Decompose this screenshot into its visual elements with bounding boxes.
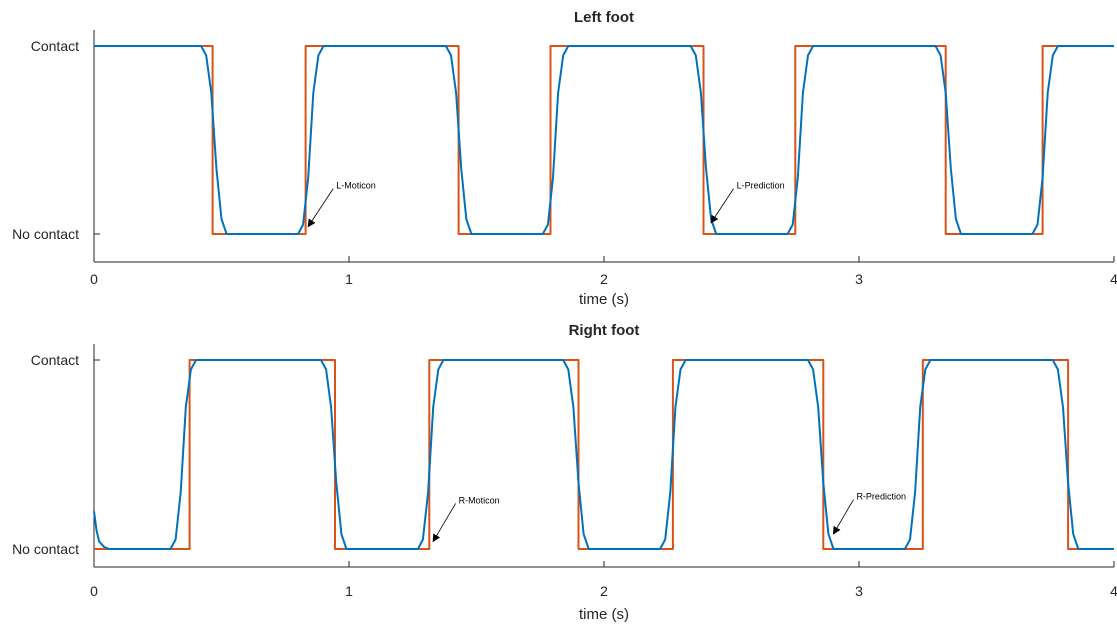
x-tick-label: 1 [345,271,353,287]
x-tick-label: 2 [600,271,608,287]
y-tick-label: No contact [12,541,79,557]
annotation-arrow [710,188,734,224]
chart-title: Right foot [569,322,640,339]
y-tick-label: Contact [31,352,79,368]
x-tick-label: 2 [600,583,608,599]
moticon-series-line [94,45,1114,235]
y-tick-label: Contact [31,38,79,54]
x-tick-label: 3 [855,583,863,599]
x-tick-label: 3 [855,271,863,287]
left-foot-panel: Left foot 0 1 2 3 4 No contact Contact time (… [12,9,1117,308]
annotation-label: R-Moticon [459,495,500,505]
prediction-series-line [93,359,1114,550]
annotation-label: R-Prediction [856,492,906,502]
annotation-arrow [832,499,854,535]
x-tick-label: 4 [1110,271,1117,287]
x-axis-label: time (s) [579,606,629,623]
right-foot-panel: Right foot 0 1 2 3 4 No contact Contact time … [12,322,1117,623]
y-tick-label: No contact [12,226,79,242]
x-tick-label: 1 [345,583,353,599]
prediction-series-line [94,45,1114,235]
x-tick-label: 4 [1110,583,1117,599]
x-axis-label: time (s) [579,291,629,308]
annotation-arrow [307,188,334,228]
x-tick-label: 0 [90,583,98,599]
annotation-label: L-Moticon [336,181,376,191]
moticon-series-line [94,359,1114,550]
annotation-label: L-Prediction [737,181,785,191]
annotation-arrow [432,503,456,543]
chart-title: Left foot [574,9,634,26]
x-tick-label: 0 [90,271,98,287]
